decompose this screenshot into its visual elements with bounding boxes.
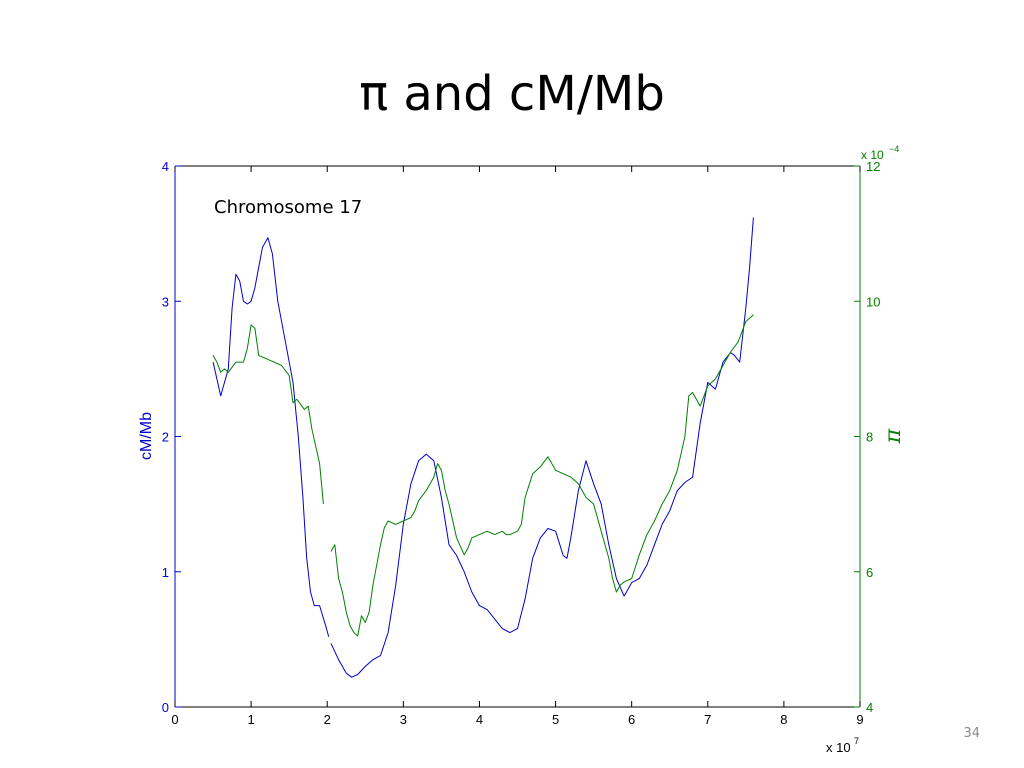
- x-tick-label: 4: [476, 712, 483, 727]
- x-tick-label: 0: [171, 712, 178, 727]
- slide-title: π and cM/Mb: [359, 66, 665, 122]
- y-right-tick-label: 12: [866, 159, 880, 174]
- x-axis-multiplier-base: x 10: [826, 740, 851, 755]
- y-left-axis-label: cM/Mb: [138, 412, 155, 460]
- series-line-cm-mb-segment: [212, 237, 330, 637]
- x-axis-multiplier: x 10 7: [826, 736, 859, 755]
- x-tick-label: 7: [704, 712, 711, 727]
- y-right-axis-multiplier-base: x 10: [861, 148, 884, 162]
- y-left-tick-label: 2: [162, 430, 169, 445]
- x-tick-label: 2: [324, 712, 331, 727]
- series-line-pi-segment: [330, 314, 754, 637]
- x-tick-label: 5: [552, 712, 559, 727]
- x-tick-label: 6: [628, 712, 635, 727]
- chart-annotation: Chromosome 17: [214, 197, 362, 218]
- y-left-tick-label: 0: [162, 700, 169, 715]
- x-axis-ticks: 0 1 2 3 4 5 6 7 8 9: [171, 166, 864, 727]
- y-right-axis-multiplier: x 10 −4: [861, 144, 899, 162]
- y-left-tick-label: 4: [162, 159, 169, 174]
- series-line-cm-mb-segment: [330, 217, 754, 678]
- plot-frame: [174, 165, 861, 708]
- x-tick-label: 8: [780, 712, 787, 727]
- series-cm-mb: [212, 217, 754, 678]
- page-number: 34: [963, 726, 980, 741]
- y-right-axis-ticks: 4 6 8 10 12: [854, 159, 880, 715]
- series-lines: [212, 217, 754, 678]
- y-right-tick-label: 6: [866, 565, 873, 580]
- y-left-tick-label: 1: [162, 565, 169, 580]
- y-right-axis-multiplier-exponent: −4: [889, 144, 899, 154]
- y-right-tick-label: 4: [866, 700, 873, 715]
- x-tick-label: 1: [247, 712, 254, 727]
- x-axis-multiplier-exponent: 7: [854, 736, 859, 746]
- y-left-tick-label: 3: [162, 294, 169, 309]
- y-left-axis-ticks: 0 1 2 3 4: [162, 159, 181, 715]
- x-tick-label: 3: [400, 712, 407, 727]
- series-pi: [212, 314, 754, 637]
- y-right-axis-label: π: [881, 428, 906, 444]
- series-line-pi-segment: [212, 324, 324, 505]
- y-right-tick-label: 10: [866, 294, 880, 309]
- y-right-tick-label: 8: [866, 430, 873, 445]
- x-tick-label: 9: [856, 712, 863, 727]
